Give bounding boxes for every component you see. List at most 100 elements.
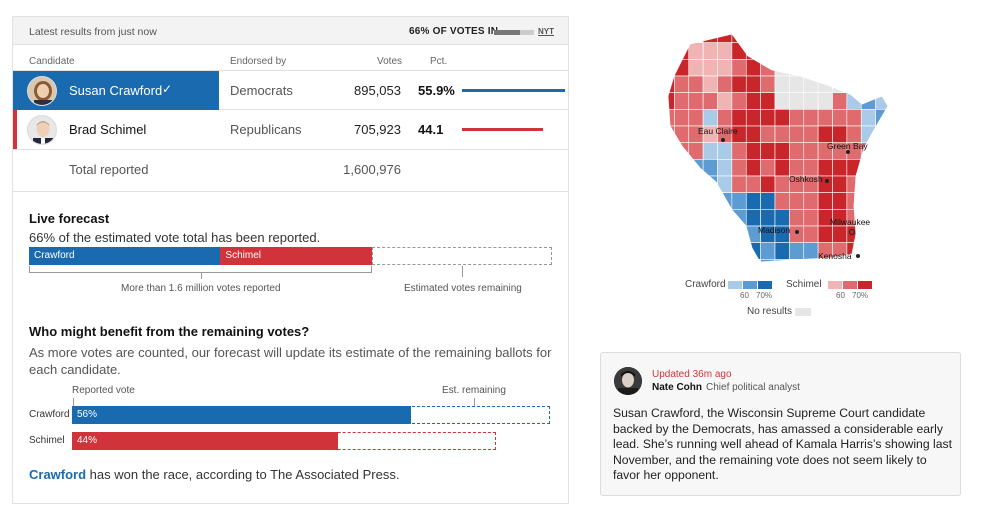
county-tile[interactable] bbox=[717, 192, 733, 210]
county-tile[interactable] bbox=[745, 42, 761, 60]
county-tile[interactable] bbox=[688, 209, 704, 227]
county-tile[interactable] bbox=[875, 192, 890, 210]
county-tile[interactable] bbox=[860, 259, 876, 276]
county-tile[interactable] bbox=[660, 175, 675, 193]
county-tile[interactable] bbox=[717, 142, 733, 160]
nyt-source-link[interactable]: NYT bbox=[538, 27, 554, 36]
winner-name-link[interactable]: Crawford bbox=[29, 467, 87, 482]
county-tile[interactable] bbox=[789, 125, 805, 143]
county-tile[interactable] bbox=[760, 175, 776, 193]
county-tile[interactable] bbox=[789, 75, 805, 93]
county-tile[interactable] bbox=[717, 209, 733, 227]
county-tile[interactable] bbox=[660, 242, 675, 260]
county-tile[interactable] bbox=[731, 192, 747, 210]
county-tile[interactable] bbox=[702, 159, 718, 177]
county-tile[interactable] bbox=[832, 192, 848, 210]
county-tile[interactable] bbox=[817, 259, 833, 276]
county-tile[interactable] bbox=[803, 242, 819, 260]
county-tile[interactable] bbox=[702, 92, 718, 110]
county-tile[interactable] bbox=[875, 125, 890, 143]
county-tile[interactable] bbox=[789, 26, 805, 43]
county-tile[interactable] bbox=[731, 109, 747, 127]
county-tile[interactable] bbox=[717, 259, 733, 276]
county-tile[interactable] bbox=[674, 225, 690, 243]
county-tile[interactable] bbox=[774, 175, 790, 193]
county-tile[interactable] bbox=[846, 159, 862, 177]
county-tile[interactable] bbox=[832, 109, 848, 127]
county-tile[interactable] bbox=[674, 242, 690, 260]
county-tile[interactable] bbox=[745, 192, 761, 210]
county-tile[interactable] bbox=[774, 42, 790, 60]
county-tile[interactable] bbox=[688, 75, 704, 93]
county-tile[interactable] bbox=[860, 192, 876, 210]
county-tile[interactable] bbox=[875, 142, 890, 160]
county-tile[interactable] bbox=[817, 26, 833, 43]
county-tile[interactable] bbox=[875, 259, 890, 276]
county-tile[interactable] bbox=[760, 125, 776, 143]
county-tile[interactable] bbox=[702, 142, 718, 160]
county-tile[interactable] bbox=[760, 192, 776, 210]
county-tile[interactable] bbox=[846, 109, 862, 127]
county-tile[interactable] bbox=[674, 109, 690, 127]
county-tile[interactable] bbox=[875, 159, 890, 177]
county-tile[interactable] bbox=[717, 109, 733, 127]
county-tile[interactable] bbox=[875, 242, 890, 260]
county-tile[interactable] bbox=[846, 92, 862, 110]
county-tile[interactable] bbox=[731, 159, 747, 177]
county-tile[interactable] bbox=[875, 175, 890, 193]
county-tile[interactable] bbox=[875, 26, 890, 43]
county-tile[interactable] bbox=[789, 109, 805, 127]
county-tile[interactable] bbox=[817, 42, 833, 60]
county-tile[interactable] bbox=[688, 175, 704, 193]
county-tile[interactable] bbox=[846, 42, 862, 60]
county-tile[interactable] bbox=[745, 75, 761, 93]
county-tile[interactable] bbox=[660, 26, 675, 43]
county-tile[interactable] bbox=[674, 259, 690, 276]
county-tile[interactable] bbox=[745, 26, 761, 43]
county-tile[interactable] bbox=[717, 242, 733, 260]
county-tile[interactable] bbox=[774, 259, 790, 276]
county-tile[interactable] bbox=[717, 159, 733, 177]
county-tile[interactable] bbox=[702, 109, 718, 127]
county-tile[interactable] bbox=[731, 225, 747, 243]
county-tile[interactable] bbox=[688, 242, 704, 260]
county-tile[interactable] bbox=[846, 75, 862, 93]
county-tile[interactable] bbox=[731, 26, 747, 43]
county-tile[interactable] bbox=[745, 125, 761, 143]
county-tile[interactable] bbox=[789, 92, 805, 110]
county-tile[interactable] bbox=[774, 242, 790, 260]
county-tile[interactable] bbox=[731, 59, 747, 77]
county-tile[interactable] bbox=[674, 159, 690, 177]
county-tile[interactable] bbox=[731, 75, 747, 93]
county-tile[interactable] bbox=[674, 192, 690, 210]
county-tile[interactable] bbox=[660, 75, 675, 93]
wisconsin-county-map[interactable]: Eau Claire Green Bay Oshkosh Madison Mil… bbox=[660, 26, 890, 276]
county-tile[interactable] bbox=[717, 42, 733, 60]
county-tile[interactable] bbox=[803, 192, 819, 210]
county-tile[interactable] bbox=[674, 92, 690, 110]
county-tile[interactable] bbox=[789, 242, 805, 260]
county-tile[interactable] bbox=[717, 59, 733, 77]
county-tile[interactable] bbox=[760, 209, 776, 227]
county-tile[interactable] bbox=[731, 259, 747, 276]
county-tile[interactable] bbox=[846, 225, 862, 243]
county-tile[interactable] bbox=[832, 26, 848, 43]
county-tile[interactable] bbox=[875, 225, 890, 243]
county-tile[interactable] bbox=[803, 225, 819, 243]
county-tile[interactable] bbox=[745, 175, 761, 193]
county-tile[interactable] bbox=[817, 59, 833, 77]
county-tile[interactable] bbox=[745, 159, 761, 177]
county-tile[interactable] bbox=[832, 59, 848, 77]
county-tile[interactable] bbox=[745, 92, 761, 110]
county-tile[interactable] bbox=[774, 159, 790, 177]
county-tile[interactable] bbox=[774, 192, 790, 210]
county-tile[interactable] bbox=[717, 175, 733, 193]
county-tile[interactable] bbox=[731, 242, 747, 260]
county-tile[interactable] bbox=[760, 159, 776, 177]
county-tile[interactable] bbox=[789, 225, 805, 243]
county-tile[interactable] bbox=[803, 259, 819, 276]
county-tile[interactable] bbox=[674, 59, 690, 77]
county-tile[interactable] bbox=[860, 59, 876, 77]
county-tile[interactable] bbox=[803, 125, 819, 143]
county-tile[interactable] bbox=[688, 159, 704, 177]
